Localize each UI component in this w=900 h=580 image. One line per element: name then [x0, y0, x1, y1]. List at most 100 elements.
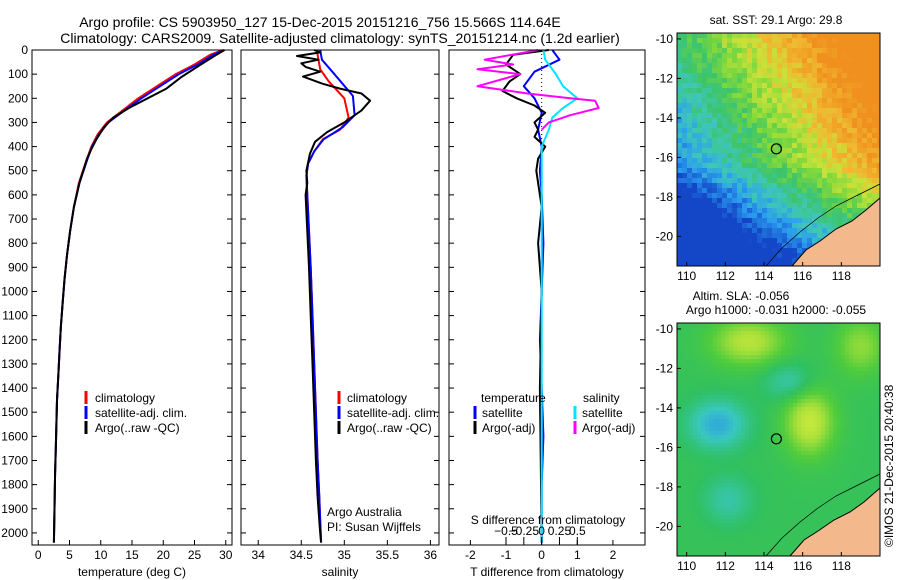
map-cell: [769, 391, 774, 396]
map-cell: [732, 108, 738, 114]
map-cell: [769, 363, 774, 368]
map-cell: [747, 168, 753, 174]
map-cell: [762, 143, 768, 149]
map-cell: [805, 447, 810, 452]
map-cell: [772, 228, 778, 234]
map-cell: [737, 218, 743, 224]
map-cell: [852, 153, 858, 159]
map-cell: [713, 375, 718, 380]
map-cell: [857, 487, 862, 492]
map-cell: [692, 198, 698, 204]
map-cell: [747, 208, 753, 214]
map-cell: [792, 133, 798, 139]
map-cell: [705, 519, 710, 524]
map-cell: [877, 88, 881, 94]
map-cell: [721, 335, 726, 340]
map-cell: [849, 483, 854, 488]
map-cell: [793, 327, 798, 332]
map-cell: [741, 475, 746, 480]
map-cell: [789, 323, 794, 328]
map-cell: [701, 323, 706, 328]
map-cell: [773, 375, 778, 380]
map-cell: [682, 238, 688, 244]
map-cell: [721, 427, 726, 432]
map-cell: [825, 323, 830, 328]
map-cell: [777, 371, 782, 376]
map-cell: [773, 523, 778, 528]
map-cell: [797, 253, 803, 259]
map-cell: [747, 173, 753, 179]
map-cell: [707, 138, 713, 144]
map-cell: [777, 243, 783, 249]
map-cell: [677, 351, 682, 356]
map-cell: [785, 407, 790, 412]
map-cell: [802, 128, 808, 134]
map-cell: [693, 331, 698, 336]
map-cell: [801, 503, 806, 508]
map-cell: [793, 403, 798, 408]
map-cell: [787, 93, 793, 99]
map-cell: [745, 511, 750, 516]
map-cell: [781, 427, 786, 432]
map-cell: [729, 491, 734, 496]
map-cell: [873, 451, 878, 456]
map-cell: [769, 375, 774, 380]
map-cell: [761, 531, 766, 536]
map-cell: [857, 399, 862, 404]
map-cell: [873, 403, 878, 408]
map-cell: [729, 495, 734, 500]
map-cell: [709, 459, 714, 464]
map-cell: [825, 331, 830, 336]
map-cell: [809, 459, 814, 464]
map-cell: [845, 415, 850, 420]
map-cell: [701, 327, 706, 332]
map-cell: [801, 355, 806, 360]
map-cell: [697, 103, 703, 109]
map-cell: [817, 163, 823, 169]
map-cell: [769, 347, 774, 352]
map-cell: [869, 491, 874, 496]
map-cell: [702, 228, 708, 234]
map-cell: [785, 535, 790, 540]
map-cell: [822, 138, 828, 144]
map-cell: [827, 203, 833, 209]
map-cell: [747, 228, 753, 234]
x-tick-label: 35: [338, 548, 352, 562]
map-cell: [877, 331, 881, 336]
map-cell: [747, 113, 753, 119]
map-cell: [717, 178, 723, 184]
map-cell: [692, 38, 698, 44]
map-cell: [761, 383, 766, 388]
map-cell: [761, 367, 766, 372]
map-cell: [769, 527, 774, 532]
map-cell: [713, 363, 718, 368]
map-cell: [801, 515, 806, 520]
map-cell: [765, 435, 770, 440]
map-cell: [773, 451, 778, 456]
map-cell: [701, 527, 706, 532]
map-cell: [781, 451, 786, 456]
map-cell: [837, 123, 843, 129]
map-cell: [717, 503, 722, 508]
map-cell: [765, 455, 770, 460]
map-cell: [717, 463, 722, 468]
map-cell: [737, 48, 743, 54]
map-cell: [762, 153, 768, 159]
map-cell: [781, 435, 786, 440]
map-cell: [782, 208, 788, 214]
map-cell: [713, 351, 718, 356]
map-cell: [809, 455, 814, 460]
map-cell: [697, 58, 703, 64]
map-cell: [841, 363, 846, 368]
map-cell: [732, 208, 738, 214]
map-cell: [697, 248, 703, 254]
map-cell: [727, 133, 733, 139]
map-cell: [689, 339, 694, 344]
map-cell: [787, 98, 793, 104]
map-cell: [707, 183, 713, 189]
map-cell: [861, 387, 866, 392]
map-cell: [777, 455, 782, 460]
map-cell: [852, 73, 858, 79]
map-cell: [821, 523, 826, 528]
map-cell: [782, 178, 788, 184]
